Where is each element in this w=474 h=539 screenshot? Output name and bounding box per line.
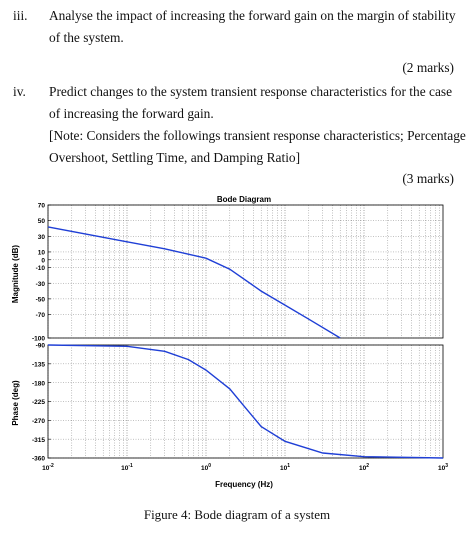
phase-axis-label: Phase (deg) — [11, 380, 20, 426]
plot-frame — [47, 204, 444, 339]
x-tick-label: 102 — [359, 463, 369, 472]
question-line: Predict changes to the system transient … — [49, 84, 453, 99]
plot-frame — [47, 344, 444, 459]
response-curve — [47, 226, 341, 339]
question-note: Overshoot, Settling Time, and Damping Ra… — [49, 150, 301, 165]
y-tick-label: 30 — [38, 234, 46, 241]
marks-label: (3 marks) — [402, 171, 454, 186]
figure-caption: Figure 4: Bode diagram of a system — [143, 507, 331, 522]
magnitude-panel: 70 50 30 100-10 -30 -50 -70 -100 — [32, 203, 444, 343]
question-line: of increasing the forward gain. — [49, 106, 214, 121]
question-line: of the system. — [49, 30, 124, 45]
y-tick-label: -180 — [32, 380, 45, 387]
y-tick-label: 70 — [38, 203, 46, 210]
y-tick-label: -90 — [36, 343, 46, 350]
y-tick-label: 50 — [38, 218, 46, 225]
y-tick-label: -360 — [32, 456, 45, 463]
y-tick-label: -50 — [36, 296, 46, 303]
y-tick-label: 0 — [41, 257, 45, 264]
bode-diagram: Bode Diagram Magnitude (dB) Phase (deg) … — [11, 195, 448, 489]
response-curve — [47, 344, 444, 459]
chart-title: Bode Diagram — [217, 195, 271, 204]
question-iii: iii. Analyse the impact of increasing th… — [0, 6, 474, 66]
y-tick-label: -70 — [36, 312, 46, 319]
x-tick-label: 10-1 — [121, 463, 133, 472]
y-tick-label: 10 — [38, 250, 46, 257]
x-axis-label: Frequency (Hz) — [215, 480, 273, 489]
y-tick-label: -10 — [36, 265, 46, 272]
marks-label: (2 marks) — [402, 60, 454, 75]
magnitude-axis-label: Magnitude (dB) — [11, 245, 20, 304]
y-tick-label: -100 — [32, 336, 45, 343]
x-tick-labels: 10-2 10-1 100 101 102 103 — [42, 463, 448, 472]
x-tick-label: 100 — [201, 463, 211, 472]
x-tick-label: 101 — [280, 463, 290, 472]
question-note: [Note: Considers the followings transien… — [49, 128, 466, 143]
question-iv: iv. Predict changes to the system transi… — [0, 82, 474, 172]
y-tick-label: -315 — [32, 437, 45, 444]
y-tick-label: -30 — [36, 281, 46, 288]
question-number: iv. — [13, 84, 26, 99]
x-tick-label: 103 — [438, 463, 448, 472]
phase-panel: -90 -135 -180 -225 -270 -315 -360 — [32, 343, 444, 463]
x-tick-label: 10-2 — [42, 463, 54, 472]
y-tick-label: -135 — [32, 361, 45, 368]
question-number: iii. — [13, 8, 28, 23]
question-line: Analyse the impact of increasing the for… — [49, 8, 456, 23]
y-tick-label: -225 — [32, 399, 45, 406]
y-tick-label: -270 — [32, 418, 45, 425]
